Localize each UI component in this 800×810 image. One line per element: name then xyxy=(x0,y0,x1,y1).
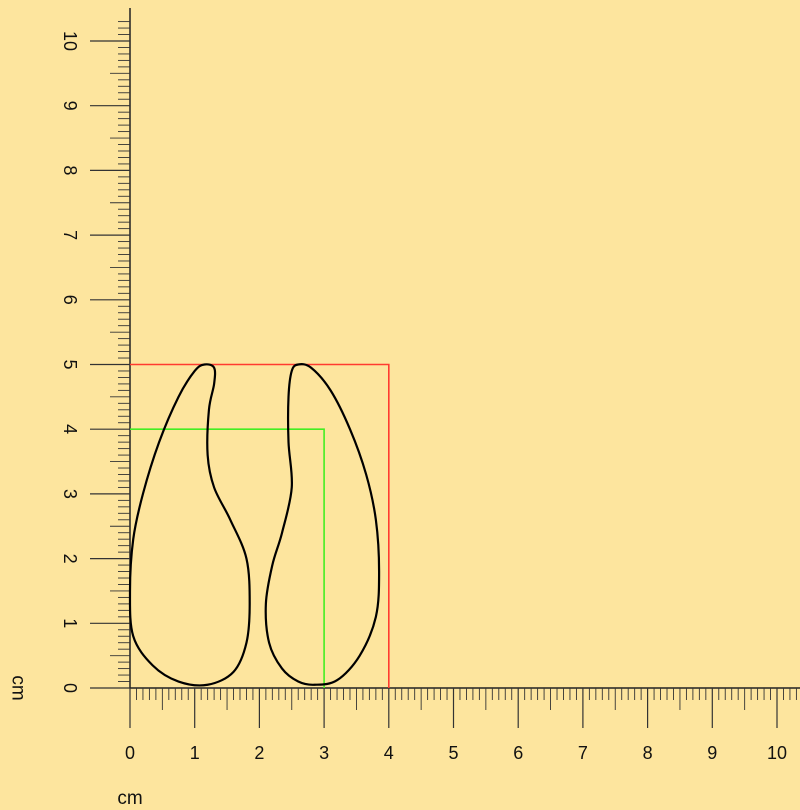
x-axis-unit-label: cm xyxy=(117,788,142,809)
left-teardrop-shape xyxy=(128,363,251,687)
x-tick-label: 5 xyxy=(448,743,458,763)
y-tick-label: 9 xyxy=(60,101,80,111)
outer-measure-box xyxy=(130,363,390,688)
inner-measure-box xyxy=(130,428,325,688)
y-tick-label: 3 xyxy=(60,489,80,499)
teardrop-shapes xyxy=(128,363,381,687)
y-tick-label: 4 xyxy=(60,424,80,434)
y-tick-label: 5 xyxy=(60,359,80,369)
x-tick-label: 3 xyxy=(319,743,329,763)
y-tick-label: 8 xyxy=(60,165,80,175)
y-tick-label: 7 xyxy=(60,230,80,240)
y-tick-label: 10 xyxy=(60,31,80,51)
y-axis-unit-label: cm xyxy=(8,675,29,700)
x-tick-label: 6 xyxy=(513,743,523,763)
x-tick-label: 7 xyxy=(578,743,588,763)
x-tick-label: 9 xyxy=(707,743,717,763)
x-tick-label: 1 xyxy=(190,743,200,763)
x-tick-label: 0 xyxy=(125,743,135,763)
y-tick-label: 6 xyxy=(60,295,80,305)
x-tick-label: 10 xyxy=(767,743,787,763)
y-tick-label: 2 xyxy=(60,554,80,564)
y-tick-label: 0 xyxy=(60,683,80,693)
x-tick-label: 2 xyxy=(254,743,264,763)
measurement-boxes xyxy=(130,363,390,688)
x-tick-label: 4 xyxy=(384,743,394,763)
right-teardrop-shape xyxy=(264,363,381,686)
y-tick-label: 1 xyxy=(60,618,80,628)
vertical-ruler: 0 1 2 3 4 5 6 7 8 9 10 xyxy=(60,8,131,693)
horizontal-ruler: 0 1 2 3 4 5 6 7 8 9 10 xyxy=(125,687,800,763)
x-tick-label: 8 xyxy=(643,743,653,763)
